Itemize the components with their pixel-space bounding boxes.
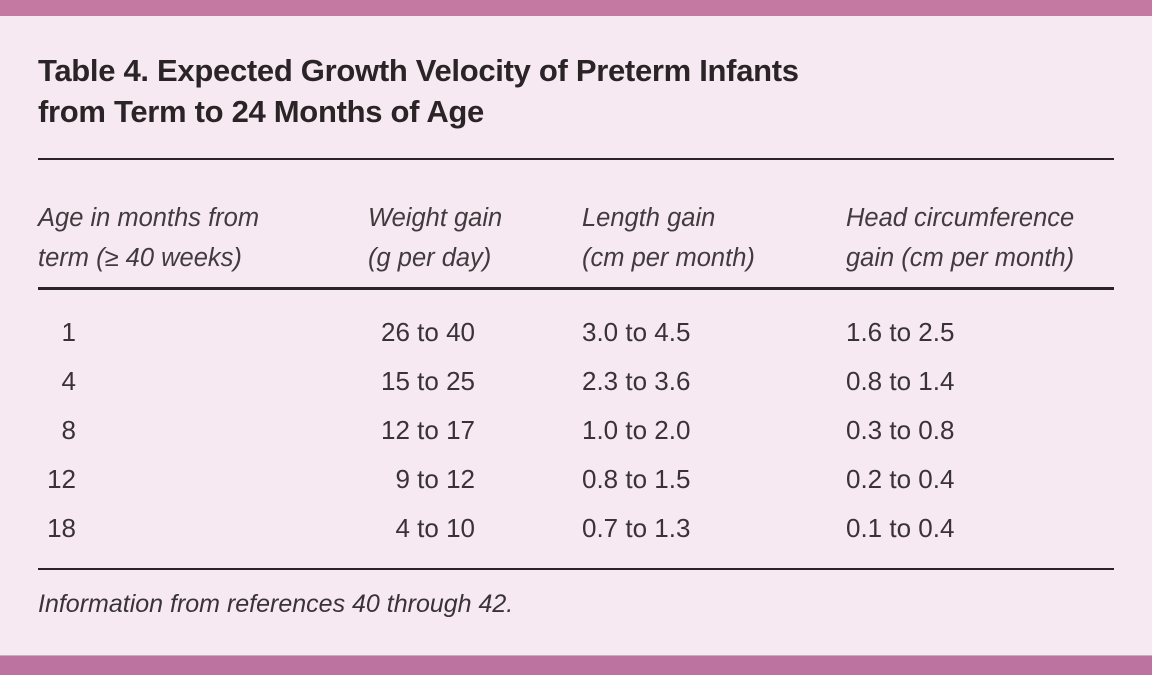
column-header-weight-line1: Weight gain — [368, 204, 503, 232]
column-header-row: Age in months from term (≥ 40 weeks) Wei… — [38, 198, 1114, 278]
column-header-head-line2: gain (cm per month) — [846, 244, 1075, 272]
cell-length: 0.8 to 1.5 — [582, 464, 691, 494]
cell-age: 12 — [47, 464, 76, 494]
table-row: 8 12 to 17 1.0 to 2.0 0.3 to 0.8 — [38, 406, 1114, 455]
cell-age: 4 — [61, 366, 76, 396]
footer-divider — [38, 568, 1114, 570]
column-header-length-line1: Length gain — [582, 204, 716, 232]
table-title: Table 4. Expected Growth Velocity of Pre… — [38, 50, 1114, 132]
cell-head: 0.1 to 0.4 — [846, 513, 955, 543]
cell-age: 8 — [61, 415, 76, 445]
table-row: 18 4 to 10 0.7 to 1.3 0.1 to 0.4 — [38, 504, 1114, 553]
table-title-line1: Table 4. Expected Growth Velocity of Pre… — [38, 53, 799, 88]
column-header-age-line2: term (≥ 40 weeks) — [38, 244, 242, 272]
cell-head: 0.8 to 1.4 — [846, 366, 955, 396]
column-header-age: Age in months from term (≥ 40 weeks) — [38, 198, 368, 278]
cell-weight: 15 to 25 — [381, 366, 475, 396]
table-body: 1 26 to 40 3.0 to 4.5 1.6 to 2.5 4 15 to… — [38, 290, 1114, 553]
cell-weight: 4 to 10 — [395, 513, 475, 543]
cell-weight: 12 to 17 — [381, 415, 475, 445]
table-row: 1 26 to 40 3.0 to 4.5 1.6 to 2.5 — [38, 308, 1114, 357]
column-header-head-line1: Head circumference — [846, 204, 1075, 232]
title-divider — [38, 158, 1114, 160]
cell-weight: 9 to 12 — [395, 464, 475, 494]
table-row: 12 9 to 12 0.8 to 1.5 0.2 to 0.4 — [38, 455, 1114, 504]
top-accent-bar — [0, 0, 1152, 16]
cell-age: 18 — [47, 513, 76, 543]
cell-length: 0.7 to 1.3 — [582, 513, 691, 543]
source-footnote: Information from references 40 through 4… — [38, 590, 514, 618]
header-divider — [38, 287, 1114, 290]
cell-age: 1 — [61, 317, 76, 347]
cell-head: 0.2 to 0.4 — [846, 464, 955, 494]
column-header-weight: Weight gain (g per day) — [368, 198, 582, 278]
table-row: 4 15 to 25 2.3 to 3.6 0.8 to 1.4 — [38, 357, 1114, 406]
cell-length: 1.0 to 2.0 — [582, 415, 691, 445]
column-header-length-line2: (cm per month) — [582, 244, 755, 272]
cell-head: 0.3 to 0.8 — [846, 415, 955, 445]
cell-length: 3.0 to 4.5 — [582, 317, 691, 347]
cell-length: 2.3 to 3.6 — [582, 366, 691, 396]
column-header-length: Length gain (cm per month) — [582, 198, 846, 278]
column-header-weight-line2: (g per day) — [368, 244, 492, 272]
cell-head: 1.6 to 2.5 — [846, 317, 955, 347]
column-header-age-line1: Age in months from — [38, 204, 260, 232]
cell-weight: 26 to 40 — [381, 317, 475, 347]
table-content: Table 4. Expected Growth Velocity of Pre… — [38, 16, 1114, 619]
column-header-head: Head circumference gain (cm per month) — [846, 198, 1114, 278]
bottom-accent-bar — [0, 656, 1152, 675]
table-title-line2: from Term to 24 Months of Age — [38, 94, 484, 129]
